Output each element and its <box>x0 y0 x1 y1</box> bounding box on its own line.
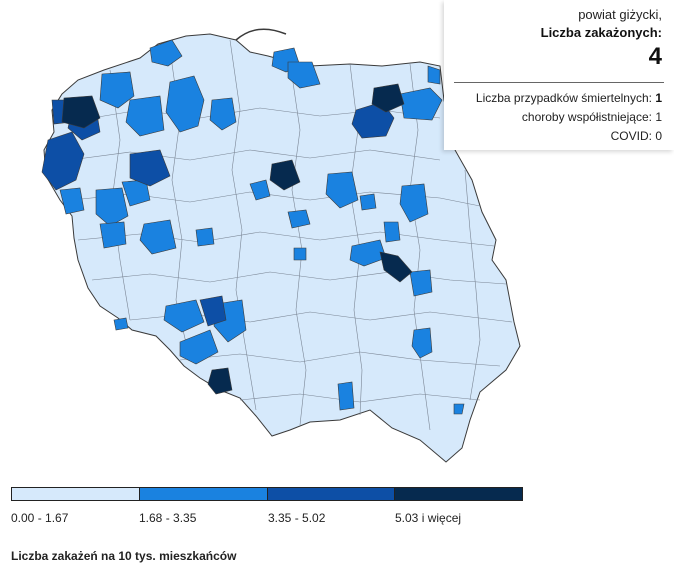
legend-title: Liczba zakażeń na 10 tys. mieszkańców <box>11 549 237 563</box>
tooltip-deaths: Liczba przypadków śmiertelnych: 1 <box>454 89 662 108</box>
tooltip-cases-label: Liczba zakażonych: <box>540 25 662 40</box>
counties-class-2 <box>59 39 465 415</box>
tooltip-divider <box>454 82 664 83</box>
tooltip-deaths-label: Liczba przypadków śmiertelnych: <box>475 91 652 105</box>
legend-swatch-4 <box>394 488 522 500</box>
tooltip-deaths-value: 1 <box>655 91 662 105</box>
hel-peninsula <box>235 28 287 41</box>
tooltip-comorb-label: choroby współistniejące: <box>521 110 652 124</box>
legend-color-bar <box>11 487 523 501</box>
legend-swatch-1 <box>12 488 139 500</box>
legend-label-1: 0.00 - 1.67 <box>11 511 69 525</box>
legend-label-2: 1.68 - 3.35 <box>139 511 197 525</box>
tooltip-cases-value: 4 <box>648 43 662 70</box>
legend-swatch-3 <box>266 488 395 500</box>
legend-label-4: 5.03 i więcej <box>395 511 462 525</box>
counties-class-4 <box>61 83 413 395</box>
tooltip-covid-label: COVID: <box>610 129 652 143</box>
legend-swatch-2 <box>138 488 267 500</box>
tooltip-county-name: powiat giżycki, <box>578 7 662 22</box>
tooltip-comorb-value: 1 <box>655 110 662 124</box>
tooltip-covid-value: 0 <box>655 129 662 143</box>
tooltip-covid: COVID: 0 <box>454 127 662 146</box>
tooltip-comorbidities: choroby współistniejące: 1 <box>454 108 662 127</box>
poland-choropleth-map <box>41 28 521 463</box>
county-tooltip: powiat giżycki, Liczba zakażonych: 4 Lic… <box>444 0 674 150</box>
legend-label-3: 3.35 - 5.02 <box>268 511 326 525</box>
